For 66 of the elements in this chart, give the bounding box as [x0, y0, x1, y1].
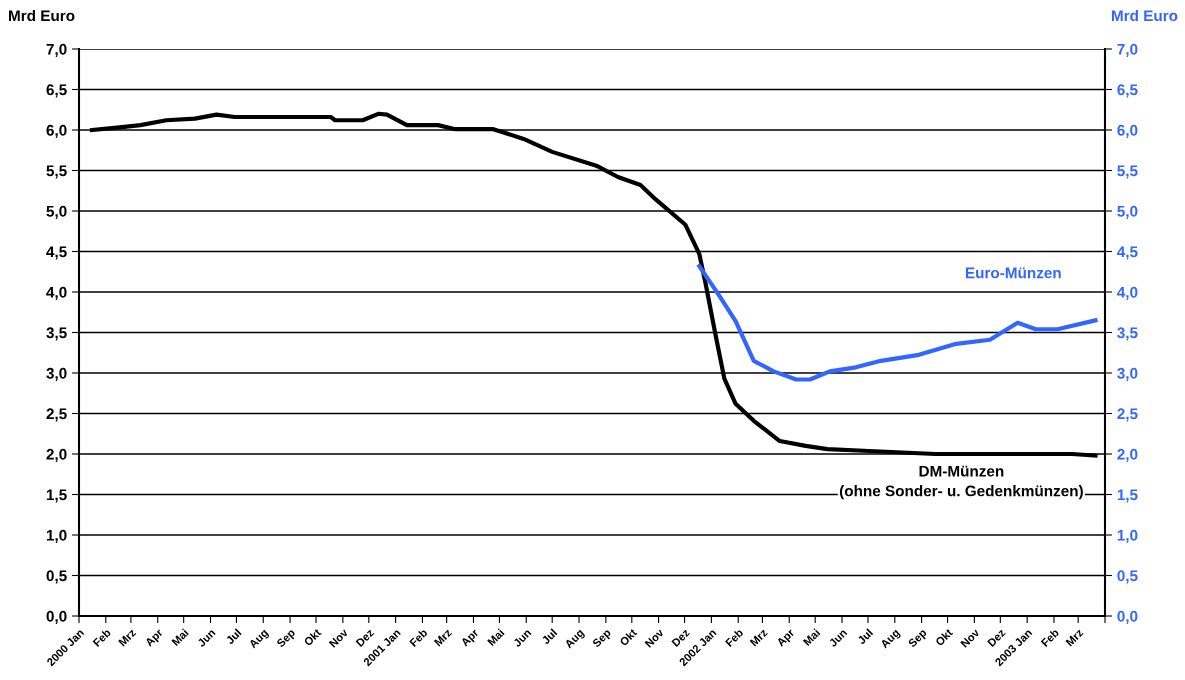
x-tick-label: Apr — [144, 628, 165, 649]
y-tick-label: 0,0 — [46, 610, 67, 624]
x-tick-label: Mrz — [749, 628, 768, 647]
x-tick-label: Jun — [828, 628, 848, 648]
x-tick-label: Jun — [512, 628, 532, 648]
y2-axis-title: Mrd Euro — [1111, 9, 1178, 22]
y2-tick-label: 6,0 — [1117, 124, 1138, 138]
series-label: DM-Münzen (ohne Sonder- u. Gedenkmünzen) — [839, 465, 1083, 500]
y-tick-label: 6,0 — [46, 124, 67, 138]
x-tick-label: Dez — [671, 628, 691, 648]
y-tick-label: 2,5 — [46, 408, 67, 422]
x-tick-label: Feb — [409, 628, 428, 648]
y2-tick-label: 7,0 — [1117, 43, 1138, 57]
y-tick-label: 5,5 — [46, 165, 67, 179]
y2-tick-label: 1,0 — [1117, 529, 1138, 543]
x-tick-label: Sep — [907, 628, 929, 650]
y-tick-label: 2,0 — [46, 448, 67, 462]
x-tick-label: Mai — [486, 628, 505, 647]
y-tick-label: 6,5 — [46, 84, 67, 98]
y-tick-label: 4,0 — [46, 286, 67, 300]
y2-tick-label: 2,0 — [1117, 448, 1138, 462]
x-tick-label: Sep — [276, 628, 298, 650]
x-tick-label: Okt — [619, 627, 638, 647]
line-series — [697, 263, 1098, 382]
y2-tick-label: 1,5 — [1117, 489, 1138, 503]
y-tick-label: 7,0 — [46, 43, 67, 57]
y-tick-label: 1,0 — [46, 529, 67, 543]
x-tick-label: Dez — [355, 628, 375, 648]
x-tick-label: Jun — [196, 628, 216, 648]
x-tick-label: Mai — [171, 628, 189, 647]
x-tick-label: Dez — [987, 628, 1006, 648]
y-axis-title: Mrd Euro — [9, 9, 75, 22]
x-tick-label: Jul — [225, 628, 242, 645]
x-tick-label: Feb — [1040, 628, 1060, 648]
x-tick-label: Mrz — [118, 628, 137, 647]
x-tick-label: Jul — [856, 628, 874, 645]
text: Euro-Münzen — [965, 267, 1061, 279]
x-tick-label: Jul — [540, 628, 558, 645]
y2-tick-label: 2,5 — [1117, 408, 1138, 422]
y2-tick-label: 5,5 — [1117, 165, 1138, 179]
y-tick-label: 4,5 — [46, 246, 67, 260]
y2-tick-label: 3,0 — [1117, 367, 1138, 381]
y2-tick-label: 0,5 — [1117, 570, 1138, 584]
x-tick-label: Okt — [303, 627, 322, 647]
y-tick-label: 3,0 — [46, 367, 67, 381]
y2-tick-label: 6,5 — [1117, 84, 1138, 98]
x-tick-label: Feb — [92, 628, 112, 648]
y-tick-label: 0,5 — [46, 570, 67, 584]
y2-tick-label: 4,0 — [1117, 286, 1138, 300]
x-tick-label: Okt — [934, 627, 954, 647]
y2-tick-label: 0,0 — [1117, 610, 1138, 624]
x-tick-label: Apr — [776, 628, 797, 649]
x-tick-label: Apr — [460, 628, 481, 649]
x-tick-label: Mai — [802, 628, 821, 647]
x-tick-label: Sep — [591, 628, 613, 650]
y-tick-label: 1,5 — [46, 489, 67, 503]
x-tick-label: Mrz — [1065, 628, 1084, 647]
x-tick-label: Feb — [724, 628, 744, 648]
y-tick-label: 5,0 — [46, 205, 67, 219]
y2-tick-label: 5,0 — [1117, 205, 1138, 219]
y2-tick-label: 4,5 — [1117, 246, 1138, 260]
x-tick-label: Mrz — [433, 628, 453, 647]
x-tick-label: Aug — [248, 628, 271, 651]
y2-tick-label: 3,5 — [1117, 327, 1138, 341]
y-tick-label: 3,5 — [46, 327, 67, 341]
x-tick-label: Nov — [644, 628, 665, 648]
